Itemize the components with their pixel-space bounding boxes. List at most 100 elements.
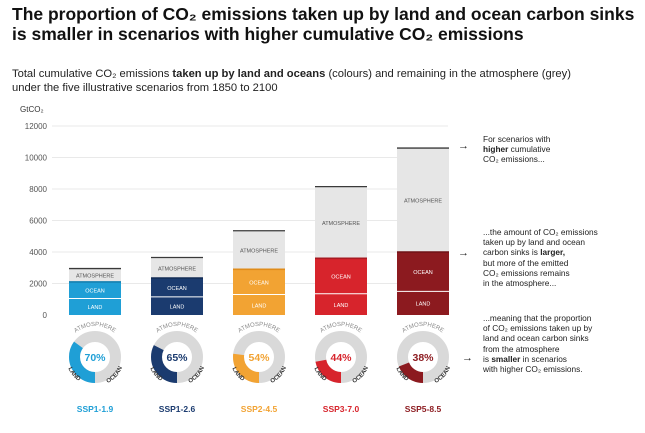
- donut-sink-arc-SSP1-1.9: [69, 331, 121, 383]
- chart-title: The proportion of CO₂ emissions taken up…: [12, 4, 637, 44]
- donut-percent-SSP5-8.5: 38%: [412, 352, 434, 364]
- y-tick-label-4000: 4000: [29, 248, 47, 257]
- bar-label-land-SSP1-2.6: LAND: [170, 304, 185, 310]
- subtitle-line-2: under the five illustrative scenarios fr…: [12, 82, 278, 94]
- donut-percent-SSP1-2.6: 65%: [166, 352, 188, 364]
- y-tick-label-0: 0: [43, 311, 48, 320]
- annotation-1-bold: higher: [483, 144, 509, 155]
- bar-group-SSP1-1.9: LAND OCEAN ATMOSPHERE: [69, 267, 121, 315]
- y-tick-label-10000: 10000: [25, 154, 48, 163]
- bar-label-atmosphere-SSP3-7.0: ATMOSPHERE: [322, 221, 360, 227]
- bar-land-SSP2-4.5: [233, 294, 285, 315]
- bar-ocean-SSP2-4.5: [233, 269, 285, 295]
- bar-land-SSP1-2.6: [151, 296, 203, 315]
- donut-percent-SSP3-7.0: 44%: [330, 352, 352, 364]
- annotation-2-line-2: taken up by land and ocean: [483, 237, 585, 248]
- donut-hole-SSP3-7.0: [326, 342, 356, 372]
- annotation-2-line-1: ...the amount of CO₂ emissions: [483, 227, 598, 237]
- annotation-3-line-4: from the atmosphere: [483, 343, 560, 354]
- donut-sink-arc-SSP1-2.6: [151, 331, 203, 383]
- annotation-1-line-2: cumulative: [508, 144, 551, 155]
- bar-land-SSP3-7.0: [315, 293, 367, 315]
- bar-label-atmosphere-SSP5-8.5: ATMOSPHERE: [404, 199, 442, 205]
- y-tick-label-2000: 2000: [29, 280, 47, 289]
- donut-percent-SSP1-1.9: 70%: [84, 352, 106, 364]
- arrow-annotation-3: →: [462, 352, 473, 364]
- bar-atmosphere-SSP3-7.0: [315, 186, 367, 259]
- bar-label-land-SSP1-1.9: LAND: [88, 305, 103, 311]
- chart-title-line-2: is smaller in scenarios with higher cumu…: [12, 24, 524, 44]
- bar-label-atmosphere-SSP2-4.5: ATMOSPHERE: [240, 249, 278, 255]
- subtitle-part-1: Total cumulative CO₂ emissions: [12, 68, 173, 80]
- bar-label-atmosphere-SSP1-2.6: ATMOSPHERE: [158, 266, 196, 272]
- annotation-3-line-2: of CO₂ emissions taken up by: [483, 323, 593, 334]
- annotation-2-line-5: CO₂ emissions remains: [483, 267, 570, 278]
- x-label-SSP2-4.5: SSP2-4.5: [241, 404, 278, 414]
- donut-sink-arc-SSP3-7.0: [315, 331, 367, 383]
- donut-percent-SSP2-4.5: 54%: [248, 352, 270, 364]
- y-tick-label-12000: 12000: [25, 122, 48, 131]
- annotation-3-line-6: with higher CO₂ emissions.: [483, 364, 583, 375]
- subtitle-bold: taken up by land and oceans: [172, 68, 326, 80]
- bar-ocean-SSP3-7.0: [315, 258, 367, 294]
- x-axis-labels: SSP1-1.9 SSP1-2.6 SSP2-4.5 SSP3-7.0 SSP5-8.5: [77, 404, 442, 414]
- bar-label-land-SSP2-4.5: LAND: [252, 303, 267, 309]
- bar-group-SSP3-7.0: LAND OCEAN ATMOSPHERE: [315, 185, 367, 315]
- arrow-annotation-1: →: [458, 140, 469, 152]
- bar-label-land-SSP3-7.0: LAND: [334, 303, 349, 309]
- donut-sink-arc-SSP5-8.5: [397, 331, 449, 383]
- bar-ocean-SSP5-8.5: [397, 252, 449, 292]
- donut-hole-SSP5-8.5: [408, 342, 438, 372]
- y-axis-ticks: 0 2000 4000 6000 8000 10000 12000: [25, 122, 48, 320]
- bar-label-land-SSP5-8.5: LAND: [416, 302, 431, 308]
- annotation-3-line-5: is: [483, 353, 492, 364]
- bar-ocean-SSP1-2.6: [151, 277, 203, 297]
- annotation-2-line-6: in the atmosphere...: [483, 278, 557, 289]
- annotation-smaller-proportion: ...meaning that the proportion of CO₂ em…: [483, 313, 592, 374]
- bar-label-atmosphere-SSP1-1.9: ATMOSPHERE: [76, 274, 114, 280]
- annotation-2-bold: larger,: [540, 247, 566, 258]
- annotation-larger-sinks: ...the amount of CO₂ emissions taken up …: [483, 227, 598, 288]
- bar-atmosphere-SSP1-2.6: [151, 257, 203, 278]
- bar-label-ocean-SSP2-4.5: OCEAN: [249, 280, 269, 286]
- bar-atmosphere-SSP5-8.5: [397, 148, 449, 252]
- annotation-3-line-3: land and ocean carbon sinks: [483, 333, 589, 344]
- bar-label-ocean-SSP3-7.0: OCEAN: [331, 275, 351, 281]
- annotation-1-line-1: For scenarios with: [483, 134, 551, 144]
- y-axis-label: GtCO₂: [20, 105, 44, 114]
- annotation-3-bold: smaller: [491, 353, 521, 364]
- bar-atmosphere-SSP1-1.9: [69, 268, 121, 282]
- bar-label-ocean-SSP1-2.6: OCEAN: [167, 286, 187, 292]
- bar-ocean-SSP1-1.9: [69, 281, 121, 299]
- annotation-1-line-3: CO₂ emissions...: [483, 154, 545, 165]
- donut-hole-SSP1-1.9: [80, 342, 110, 372]
- bar-atmosphere-SSP2-4.5: [233, 230, 285, 270]
- donut-hole-SSP2-4.5: [244, 342, 274, 372]
- donut-hole-SSP1-2.6: [162, 342, 192, 372]
- bar-label-ocean-SSP1-1.9: OCEAN: [85, 289, 105, 295]
- chart-title-line-1: The proportion of CO₂ emissions taken up…: [12, 4, 635, 24]
- chart-subtitle: Total cumulative CO₂ emissions taken up …: [12, 67, 612, 95]
- y-tick-label-6000: 6000: [29, 217, 47, 226]
- y-tick-label-8000: 8000: [29, 185, 47, 194]
- x-label-SSP5-8.5: SSP5-8.5: [405, 404, 442, 414]
- subtitle-part-2: (colours) and remaining in the atmospher…: [325, 68, 571, 80]
- bar-land-SSP5-8.5: [397, 291, 449, 315]
- annotation-3-line-1: ...meaning that the proportion: [483, 313, 592, 323]
- bar-group-SSP5-8.5: LAND OCEAN ATMOSPHERE: [397, 147, 449, 315]
- annotation-2-line-4: but more of the emitted: [483, 257, 569, 268]
- donut-sink-arc-SSP2-4.5: [233, 331, 285, 383]
- bar-label-ocean-SSP5-8.5: OCEAN: [413, 270, 433, 276]
- bar-group-SSP2-4.5: LAND OCEAN ATMOSPHERE: [233, 230, 285, 315]
- annotation-2-line-3: carbon sinks is: [483, 247, 541, 258]
- bars: LANDOCEANATMOSPHERELANDOCEANATMOSPHERELA…: [69, 147, 449, 315]
- annotation-higher-emissions: For scenarios with higher cumulative CO₂…: [483, 134, 550, 165]
- x-label-SSP3-7.0: SSP3-7.0: [323, 404, 360, 414]
